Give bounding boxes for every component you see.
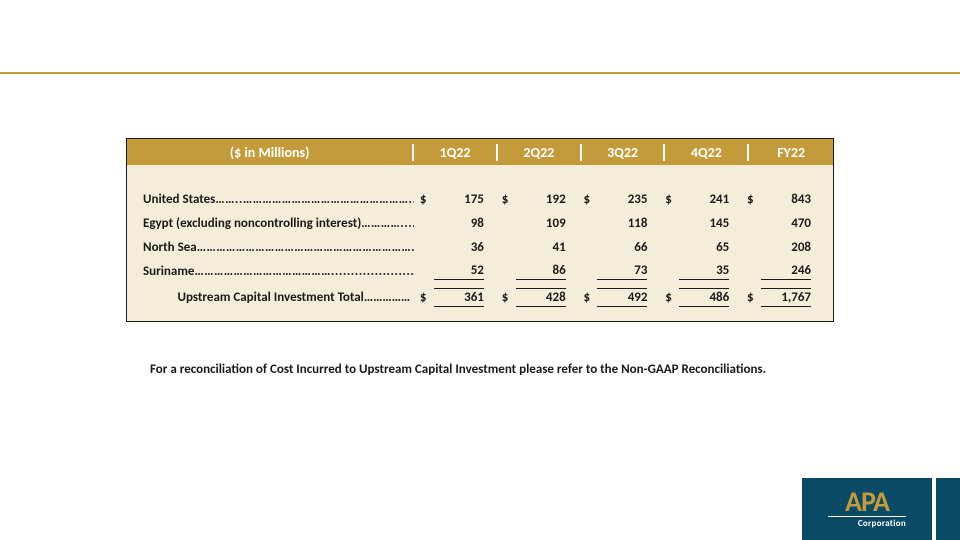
header-units: ($ in Millions): [127, 144, 414, 161]
row-label: Suriname……………………………………..................…: [137, 264, 414, 279]
col-1q22: 1Q22: [414, 144, 498, 161]
table-cell: $192: [496, 192, 578, 207]
table-cell: $428: [496, 288, 578, 307]
logo-apa-text: APA: [845, 489, 889, 514]
total-label: Upstream Capital Investment Total……………: [137, 290, 414, 305]
col-2q22: 2Q22: [498, 144, 582, 161]
row-label: United States……..……………………………………………......…: [137, 192, 414, 207]
table-cell: $175: [414, 192, 496, 207]
table-cell: 41: [496, 240, 578, 255]
table-cell: 65: [659, 240, 741, 255]
table-cell: 73: [578, 263, 660, 280]
table-cell: $235: [578, 192, 660, 207]
investment-table: ($ in Millions) 1Q22 2Q22 3Q22 4Q22 FY22…: [126, 138, 834, 322]
col-3q22: 3Q22: [582, 144, 666, 161]
table-cell: $843: [741, 192, 823, 207]
table-cell: 145: [659, 216, 741, 231]
table-cell: $241: [659, 192, 741, 207]
table-cell: $492: [578, 288, 660, 307]
table-cell: 246: [741, 263, 823, 280]
row-label: North Sea……………………………………………………………….: [137, 240, 414, 255]
table-cell: 98: [414, 216, 496, 231]
table-cell: 66: [578, 240, 660, 255]
table-cell: 109: [496, 216, 578, 231]
table-row: North Sea……………………………………………………………….364166…: [137, 235, 823, 259]
table-row: Egypt (excluding noncontrolling interest…: [137, 211, 823, 235]
footnote-text: For a reconciliation of Cost Incurred to…: [150, 362, 766, 377]
col-fy22: FY22: [749, 144, 833, 161]
table-cell: 118: [578, 216, 660, 231]
table-cell: $361: [414, 288, 496, 307]
row-label: Egypt (excluding noncontrolling interest…: [137, 216, 414, 231]
apa-logo: APA Corporation: [802, 478, 932, 540]
table-cell: 35: [659, 263, 741, 280]
col-4q22: 4Q22: [665, 144, 749, 161]
table-cell: $1,767: [741, 288, 823, 307]
table-cell: 470: [741, 216, 823, 231]
table-cell: 208: [741, 240, 823, 255]
table-row: United States……..……………………………………………......…: [137, 187, 823, 211]
table-header-row: ($ in Millions) 1Q22 2Q22 3Q22 4Q22 FY22: [127, 139, 833, 165]
table-cell: 36: [414, 240, 496, 255]
table-row: Suriname……………………………………..................…: [137, 259, 823, 283]
logo-corporation-text: Corporation: [828, 516, 906, 529]
table-cell: 86: [496, 263, 578, 280]
table-cell: $486: [659, 288, 741, 307]
divider-rule: [0, 72, 960, 74]
logo-group: APA Corporation: [802, 478, 960, 540]
table-cell: 52: [414, 263, 496, 280]
total-row: Upstream Capital Investment Total……………$3…: [137, 285, 823, 309]
logo-accent-bar: [936, 478, 960, 540]
table-body: United States……..……………………………………………......…: [127, 165, 833, 321]
